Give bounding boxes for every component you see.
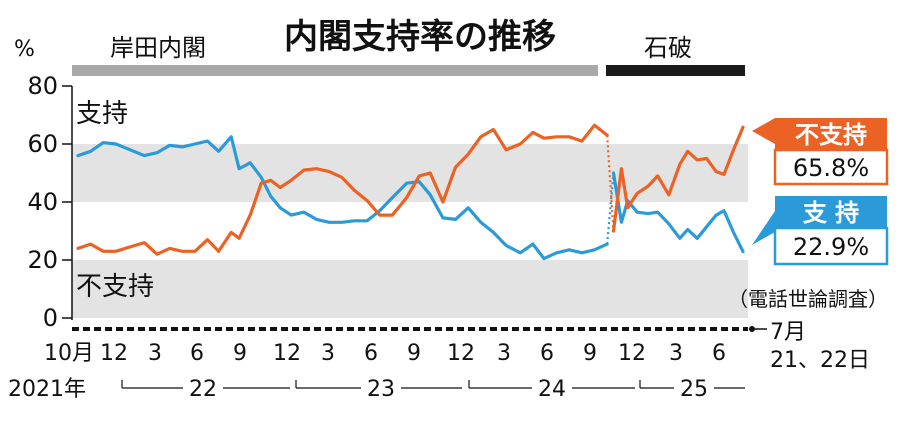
cabinet-label: 岸田内閣	[110, 34, 206, 62]
series-line	[611, 125, 745, 233]
cabinet-bar	[606, 65, 745, 76]
baseline-end-dot	[749, 326, 755, 332]
legend-label-support: 支 持	[803, 199, 859, 227]
source-note: （電話世論調査）	[728, 287, 888, 311]
x-year-label: 25	[680, 377, 708, 402]
legend-box-support	[775, 196, 887, 228]
x-year-label: 2021年	[8, 377, 86, 402]
x-year-label: 23	[367, 377, 395, 402]
x-tick-label: 9	[233, 341, 247, 366]
x-tick-label: 12	[100, 341, 128, 366]
year-label-bg	[361, 378, 401, 398]
y-axis-ticks: 0 20 40 60 80	[27, 72, 73, 332]
legend-pointer-support	[752, 211, 775, 245]
x-tick-label: 3	[321, 341, 335, 366]
cabinet-period-bars: 岸田内閣 石破	[72, 34, 745, 76]
x-year-label: 24	[538, 377, 566, 402]
year-label-bg	[532, 378, 572, 398]
x-tick-label: 6	[540, 341, 554, 366]
y-axis-unit: %	[14, 37, 35, 62]
legend-support: 支 持 22.9%	[752, 196, 889, 266]
x-tick-label: 6	[190, 341, 204, 366]
legend-disapproval: 不支持 65.8%	[752, 118, 889, 186]
cabinet-label: 石破	[644, 34, 692, 62]
value-box-disapproval	[773, 148, 889, 186]
x-tick-label: 10月	[44, 341, 94, 366]
series-gap-connector	[606, 135, 615, 232]
year-label-bg	[674, 378, 714, 398]
series-lines	[76, 123, 745, 261]
x-tick-label: 12	[273, 341, 301, 366]
chart-title: 内閣支持率の推移	[284, 17, 556, 57]
y-tick-label: 40	[27, 188, 58, 216]
x-end-label-dates: 21、22日	[770, 348, 870, 373]
x-tick-label: 9	[407, 341, 421, 366]
series-label-disapproval: 不支持	[76, 272, 154, 302]
grid-bands	[72, 144, 748, 318]
cabinet-bar	[72, 65, 598, 76]
x-year-label: 22	[189, 377, 217, 402]
series-label-support: 支持	[76, 99, 128, 129]
value-label-disapproval: 65.8%	[793, 154, 869, 182]
x-end-label-month: 7月	[770, 320, 806, 345]
x-tick-label: 9	[583, 341, 597, 366]
x-tick-label: 12	[447, 341, 475, 366]
legend-label-disapproval: 不支持	[795, 121, 867, 149]
legend-pointer-disapproval	[752, 118, 775, 144]
x-tick-label: 3	[669, 341, 683, 366]
y-tick-label: 0	[43, 304, 58, 332]
x-tick-label: 6	[364, 341, 378, 366]
value-box-support	[773, 226, 889, 266]
y-tick-label: 80	[27, 72, 58, 100]
series-disapproval	[76, 123, 745, 256]
series-line	[76, 135, 609, 261]
y-tick-label: 20	[27, 246, 58, 274]
y-tick-label: 60	[27, 130, 58, 158]
x-tick-label: 12	[618, 341, 646, 366]
x-tick-label: 3	[497, 341, 511, 366]
x-tick-label: 6	[712, 341, 726, 366]
x-tick-label: 3	[148, 341, 162, 366]
value-label-support: 22.9%	[793, 233, 869, 261]
series-gap-connector	[606, 172, 615, 245]
year-label-bg	[183, 378, 223, 398]
grid-band	[72, 260, 748, 318]
x-axis-baseline	[72, 326, 767, 332]
series-line	[76, 123, 609, 256]
legend-box-disapproval	[775, 118, 887, 150]
